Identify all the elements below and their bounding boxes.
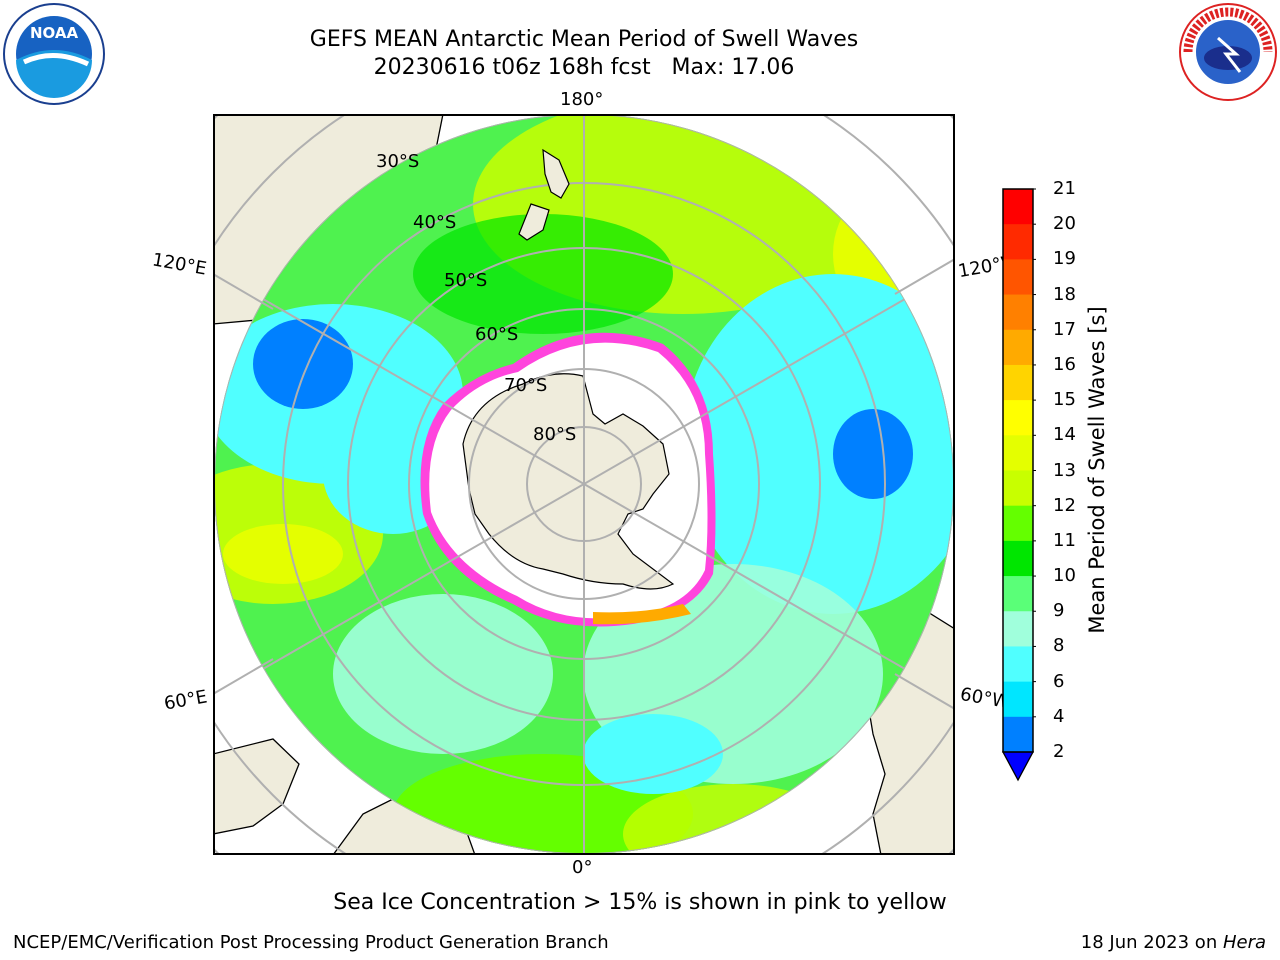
colorbar-tick-label: 13 [1053,459,1076,481]
colorbar-tick-label: 16 [1053,353,1076,375]
colorbar-segment [1003,435,1033,471]
svg-text:NOAA: NOAA [30,24,79,42]
colorbar-segment [1003,189,1033,225]
colorbar-segment [1003,259,1033,296]
lat-label-30s: 30°S [376,151,420,172]
lat-label-70s: 70°S [504,375,548,396]
map-frame [213,114,955,855]
colorbar-segment [1003,470,1033,507]
lon-label-180: 180° [560,89,604,110]
lon-label-120e: 120°E [150,249,209,280]
colorbar-segment [1003,294,1033,331]
footer-host: Hera [1222,932,1266,953]
footer-credit: NCEP/EMC/Verification Post Processing Pr… [13,932,609,953]
colorbar-segment [1003,400,1033,436]
colorbar-segment [1003,364,1033,401]
chart-subtitle: 20230616 t06z 168h fcst Max: 17.06 [373,55,795,80]
colorbar-tick-label: 10 [1053,565,1076,587]
footer-date: 18 Jun 2023 on Hera [1081,932,1266,953]
colorbar-tick-label: 17 [1053,318,1076,340]
lon-label-60e: 60°E [162,686,209,715]
lat-label-50s: 50°S [444,270,488,291]
footer-date-text: 18 Jun 2023 on [1080,932,1223,953]
colorbar-tick-label: 8 [1053,635,1065,657]
antarctica-shape [462,373,675,590]
colorbar [1001,188,1036,782]
colorbar-tick-label: 18 [1053,283,1076,305]
colorbar-segment [1003,540,1033,577]
colorbar-tick-label: 2 [1053,741,1065,762]
lat-label-60s: 60°S [475,324,519,345]
colorbar-segment [1003,611,1033,647]
colorbar-segment [1003,224,1033,260]
colorbar-title: Mean Period of Swell Waves [s] [1085,306,1109,634]
lat-label-40s: 40°S [413,212,457,233]
colorbar-segment [1003,329,1033,366]
colorbar-tick-label: 21 [1053,178,1076,199]
colorbar-tick-label: 12 [1053,494,1076,516]
colorbar-extend-arrow [1001,751,1035,782]
colorbar-segment [1003,716,1033,753]
colorbar-tick-label: 6 [1053,670,1065,692]
lon-label-0: 0° [572,857,593,878]
colorbar-tick-label: 15 [1053,389,1076,411]
polar-map [213,114,955,855]
colorbar-tick-label: 9 [1053,600,1065,622]
colorbar-tick-label: 4 [1053,705,1065,727]
colorbar-segment [1003,505,1033,542]
colorbar-tick-label: 19 [1053,248,1076,270]
colorbar-segment [1003,681,1033,718]
colorbar-tick-label: 11 [1053,529,1076,551]
new-zealand-shape [518,148,570,241]
colorbar-tick-label: 14 [1053,424,1076,446]
lat-label-80s: 80°S [533,424,577,445]
chart-title: GEFS MEAN Antarctic Mean Period of Swell… [309,27,859,52]
colorbar-segment [1003,646,1033,683]
colorbar-tick-label: 20 [1053,213,1076,235]
nws-logo [1179,3,1277,101]
sea-ice-note: Sea Ice Concentration > 15% is shown in … [333,890,947,915]
colorbar-segment [1003,576,1033,612]
noaa-logo: NOAA [3,3,105,105]
